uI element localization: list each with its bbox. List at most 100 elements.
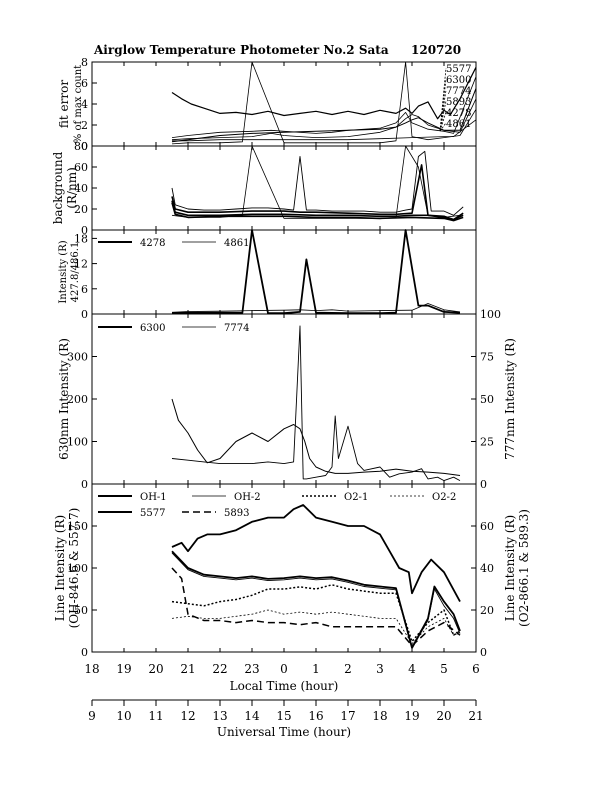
y2-tick-label: 25 bbox=[480, 436, 494, 449]
universal-time-tick: 20 bbox=[436, 709, 451, 723]
y-tick-label: 0 bbox=[81, 140, 88, 153]
series-line-oh-1 bbox=[171, 550, 461, 649]
y2-tick-label: 0 bbox=[480, 478, 487, 491]
universal-time-label: Universal Time (hour) bbox=[217, 725, 351, 739]
red-green-panel: 630nm Intensity (R) 777nm Intensity (R) … bbox=[57, 308, 517, 491]
legend-oh1-label: OH-1 bbox=[140, 492, 167, 503]
y-tick-label: 8 bbox=[81, 56, 88, 69]
y2-tick-label: 100 bbox=[480, 308, 501, 321]
series-label-leader bbox=[439, 100, 447, 132]
y-tick-label: 4 bbox=[81, 98, 88, 111]
local-time-tick: 5 bbox=[440, 662, 448, 676]
universal-time-tick: 16 bbox=[308, 709, 323, 723]
y-tick-label: 2 bbox=[81, 119, 88, 132]
universal-time-tick: 9 bbox=[88, 709, 96, 723]
legend-o21-label: O2-1 bbox=[344, 492, 368, 503]
series-line-5893 bbox=[171, 567, 461, 647]
y-tick-label: 200 bbox=[67, 393, 88, 406]
legend-7774-label: 7774 bbox=[224, 323, 249, 334]
universal-time-tick: 14 bbox=[244, 709, 260, 723]
fit-error-ylabel-1: fit error bbox=[57, 80, 71, 128]
line-y2label-1: Line Intensity (R) bbox=[503, 515, 517, 621]
series-line-7774 bbox=[171, 88, 477, 143]
series-line-oh-2 bbox=[171, 552, 461, 650]
fit-error-panel: fit error % of max count 0 2 4 6 8 557763007… bbox=[57, 56, 477, 153]
y-tick-label: 6 bbox=[81, 77, 88, 90]
legend-oh2-label: OH-2 bbox=[234, 492, 261, 503]
series-line-5577 bbox=[171, 67, 477, 120]
local-time-tick: 6 bbox=[472, 662, 480, 676]
universal-time-tick: 21 bbox=[468, 709, 483, 723]
local-time-tick: 19 bbox=[116, 662, 131, 676]
series-line-7774 bbox=[171, 325, 461, 482]
y2-tick-label: 20 bbox=[480, 604, 494, 617]
line-intensities-panel: Line Intensity (R) (OH-846.6 & 557.7) Li… bbox=[53, 483, 531, 659]
universal-time-tick: 13 bbox=[212, 709, 227, 723]
y-tick-label: 0 bbox=[81, 224, 88, 237]
series-label-5893: 5893 bbox=[446, 97, 471, 108]
series-label-7774: 7774 bbox=[446, 86, 471, 97]
line-y2label-2: (O2-866.1 & 589.3) bbox=[517, 509, 531, 627]
background-panel: background (R/nm) 0 20 40 60 80 bbox=[51, 140, 477, 237]
universal-time-tick: 18 bbox=[372, 709, 387, 723]
series-label-5577: 5577 bbox=[446, 64, 471, 75]
y-tick-label: 100 bbox=[67, 562, 88, 575]
universal-time-tick: 10 bbox=[116, 709, 131, 723]
legend-6300-label: 6300 bbox=[140, 323, 165, 334]
y-tick-label: 6 bbox=[81, 283, 88, 296]
universal-time-tick: 12 bbox=[180, 709, 195, 723]
series-line-5577 bbox=[171, 504, 461, 603]
universal-time-tick: 11 bbox=[148, 709, 163, 723]
universal-time-tick: 15 bbox=[276, 709, 291, 723]
series-line-6300 bbox=[171, 76, 477, 138]
series-line-4278 bbox=[171, 61, 477, 145]
y2-tick-label: 75 bbox=[480, 351, 494, 364]
series-line-o2-1 bbox=[171, 584, 461, 643]
red-green-frame bbox=[91, 313, 477, 485]
y-tick-label: 50 bbox=[74, 604, 88, 617]
legend-4278-label: 4278 bbox=[140, 238, 165, 249]
background-ylabel-1: background bbox=[51, 151, 65, 224]
green-ylabel: 777nm Intensity (R) bbox=[503, 338, 517, 460]
y2-tick-label: 60 bbox=[480, 520, 494, 533]
blue-lines-panel: Intensity (R) 427.8/486.1 4278 4861 0 6 12… bbox=[58, 229, 477, 321]
local-time-tick: 3 bbox=[376, 662, 384, 676]
series-line-4861 bbox=[172, 119, 477, 142]
y-tick-label: 0 bbox=[81, 646, 88, 659]
local-time-axis: 18 19 20 21 22 23 0 1 2 3 4 5 6 Local Time (hour) bbox=[84, 662, 479, 693]
local-time-tick: 20 bbox=[148, 662, 163, 676]
y-tick-label: 150 bbox=[67, 520, 88, 533]
legend-5893-label: 5893 bbox=[224, 508, 249, 519]
y-tick-label: 0 bbox=[81, 478, 88, 491]
y-tick-label: 0 bbox=[81, 308, 88, 321]
y-tick-label: 12 bbox=[74, 258, 88, 271]
local-time-tick: 23 bbox=[244, 662, 259, 676]
blue-ylabel-1: Intensity (R) bbox=[58, 240, 69, 303]
y2-tick-label: 40 bbox=[480, 562, 494, 575]
series-line-bg-1 bbox=[171, 150, 464, 216]
fit-error-ylabel-2: % of max count bbox=[73, 65, 84, 143]
series-label-6300: 6300 bbox=[446, 75, 471, 86]
y-tick-label: 60 bbox=[74, 161, 88, 174]
local-time-label: Local Time (hour) bbox=[230, 679, 339, 693]
series-line-6300 bbox=[171, 398, 461, 476]
y-tick-label: 18 bbox=[74, 232, 88, 245]
local-time-tick: 1 bbox=[312, 662, 320, 676]
series-label-4278: 4278 bbox=[446, 108, 471, 119]
universal-time-tick: 19 bbox=[404, 709, 419, 723]
series-label-leader bbox=[439, 122, 447, 132]
series-line-o2-2 bbox=[171, 609, 461, 644]
series-line-5893 bbox=[171, 98, 477, 141]
red-ylabel: 630nm Intensity (R) bbox=[57, 338, 71, 460]
background-ylabel-2: (R/nm) bbox=[65, 167, 79, 209]
legend-4861-label: 4861 bbox=[224, 238, 249, 249]
blue-ylabel-2: 427.8/486.1 bbox=[70, 242, 81, 303]
local-time-tick: 4 bbox=[408, 662, 416, 676]
local-time-tick: 21 bbox=[180, 662, 195, 676]
y2-tick-label: 50 bbox=[480, 393, 494, 406]
local-time-tick: 18 bbox=[84, 662, 99, 676]
series-line-4861 bbox=[171, 303, 461, 313]
line-ylabel-2: (OH-846.6 & 557.7) bbox=[67, 508, 81, 629]
y-tick-label: 300 bbox=[67, 351, 88, 364]
